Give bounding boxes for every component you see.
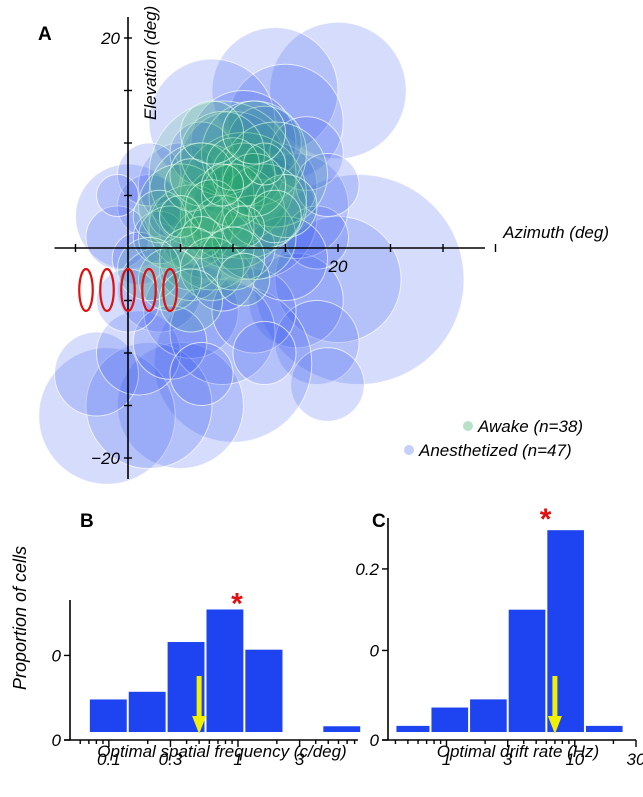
spatial-frequency-y-tick-label: 0 (52, 731, 62, 750)
awake-rf-37 (180, 100, 244, 165)
drift-rate-y-tick-label: 0 (370, 641, 380, 660)
drift-rate-median-arrow-head (547, 716, 562, 734)
anesthetized-rf-2 (211, 27, 339, 154)
spatial-frequency-x-tick-label: 0.3 (159, 750, 183, 769)
drift-rate-significance-star: * (540, 503, 552, 536)
spatial-frequency-bar-2 (128, 691, 166, 732)
awake-rf-circles (117, 100, 328, 333)
spatial-frequency-median-arrow-head (192, 716, 207, 734)
anesthetized-rf-12 (117, 342, 244, 469)
awake-rf-35 (159, 268, 223, 333)
panel-c-letter: C (372, 511, 386, 532)
awake-rf-36 (216, 252, 271, 307)
awake-rf-14 (169, 142, 234, 207)
stimulus-ellipse-5 (162, 267, 178, 313)
spatial-frequency-y-tick-label: 0 (52, 646, 62, 665)
anesthetized-rf-42 (96, 174, 139, 217)
drift-rate-histogram: 0 0.2 1 3 10 30 * 0 (355, 503, 643, 769)
legend: Awake (n=38) Anesthetized (n=47) (404, 417, 583, 460)
awake-rf-32 (201, 226, 265, 291)
drift-rate-x-tick-label: 1 (442, 750, 451, 769)
panel-b: B Proportion of cells 0 0.1 0.3 1 3 * 0 Optima… (10, 511, 361, 769)
stimulus-ellipse-4 (141, 267, 157, 313)
anesthetized-rf-9 (274, 300, 360, 385)
awake-legend-marker (463, 421, 473, 431)
drift-rate-bar-1 (396, 725, 430, 732)
drift-rate-x-tick-label: 30 (627, 750, 643, 769)
awake-rf-18 (253, 174, 318, 238)
awake-legend-label: Awake (n=38) (477, 417, 583, 436)
proportion-axis-label: Proportion of cells (10, 546, 30, 690)
anesthetized-rf-circles (38, 21, 465, 485)
panel-b-letter: B (80, 511, 94, 532)
anesthetized-rf-36 (169, 342, 234, 406)
anesthetized-legend-marker (404, 445, 414, 455)
spatial-frequency-bar-1 (89, 699, 127, 732)
anesthetized-rf-45 (232, 321, 297, 385)
spatial-frequency-bar-7 (323, 726, 361, 732)
spatial-frequency-bar-5 (245, 649, 283, 732)
drift-rate-bar-2 (431, 707, 469, 732)
stimulus-ellipses (78, 267, 178, 313)
drift-rate-x-tick-label: 10 (565, 750, 584, 769)
elevation-tick-label: −20 (91, 449, 120, 468)
spatial-frequency-significance-star: * (231, 587, 243, 620)
awake-rf-27 (201, 163, 244, 207)
panel-c: C 0 0.2 1 3 10 30 * 0 Optimal drift rate (Hz) (355, 503, 643, 769)
stimulus-ellipse-3 (120, 267, 136, 313)
panel-a-letter: A (38, 24, 52, 45)
anesthetized-rf-15 (54, 331, 139, 417)
awake-rf-20 (222, 153, 286, 217)
spatial-frequency-x-tick-label: 3 (295, 750, 305, 769)
awake-rf-38 (222, 100, 286, 165)
drift-rate-y-tick-label: 0.2 (355, 560, 379, 579)
azimuth-tick-label: 20 (328, 257, 348, 276)
drift-rate-axis-label: Optimal drift rate (Hz) (437, 742, 599, 761)
anesthetized-rf-10 (290, 347, 365, 422)
azimuth-label: Azimuth (deg) (502, 223, 609, 242)
spatial-frequency-bar-4 (206, 609, 244, 732)
anesthetized-rf-22 (143, 263, 239, 359)
stimulus-ellipse-2 (99, 267, 115, 313)
elevation-tick-label: 20 (100, 29, 120, 48)
spatial-frequency-histogram: 0 0.1 0.3 1 3 * 0 (52, 587, 361, 769)
anesthetized-rf-14 (85, 342, 213, 469)
awake-rf-28 (243, 142, 286, 186)
anesthetized-legend-label: Anesthetized (n=47) (418, 441, 572, 460)
spatial-frequency-axis-label: Optimal spatial frequency (c/deg) (97, 742, 346, 761)
spatial-frequency-x-tick-label: 0.1 (97, 750, 121, 769)
awake-rf-24 (248, 189, 302, 244)
panel-a-axes: 20 20 −20 (54, 17, 497, 479)
elevation-label: Elevation (deg) (141, 6, 160, 120)
spatial-frequency-x-tick-label: 1 (233, 750, 242, 769)
stimulus-ellipse-1 (78, 267, 94, 313)
anesthetized-rf-23 (169, 279, 276, 385)
drift-rate-x-tick-label: 3 (503, 750, 513, 769)
drift-rate-bar-3 (470, 699, 507, 732)
drift-rate-bar-4 (508, 609, 546, 732)
drift-rate-bar-6 (585, 725, 623, 732)
drift-rate-y-tick-label: 0 (370, 731, 380, 750)
anesthetized-rf-13 (38, 347, 176, 485)
